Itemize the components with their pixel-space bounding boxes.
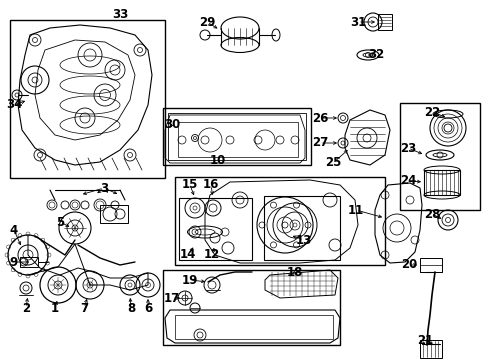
Text: 6: 6 — [143, 302, 152, 315]
Text: 12: 12 — [203, 248, 220, 261]
Text: 13: 13 — [295, 234, 311, 247]
Bar — [10, 20, 164, 178]
Text: 21: 21 — [416, 333, 432, 346]
Text: 25: 25 — [324, 157, 341, 170]
Text: 22: 22 — [423, 105, 439, 118]
Text: 26: 26 — [311, 112, 327, 125]
Text: 10: 10 — [209, 154, 225, 167]
Text: 28: 28 — [423, 207, 439, 220]
Bar — [419, 258, 441, 272]
Text: 11: 11 — [347, 203, 364, 216]
Text: 29: 29 — [199, 15, 215, 28]
Text: 20: 20 — [400, 258, 416, 271]
Text: 19: 19 — [182, 274, 198, 287]
Bar — [175, 315, 332, 339]
Bar — [179, 198, 251, 260]
Bar — [175, 177, 384, 265]
Bar — [399, 103, 479, 210]
Text: 9: 9 — [10, 256, 18, 269]
Text: 27: 27 — [311, 136, 327, 149]
Text: 30: 30 — [163, 117, 180, 130]
Text: 3: 3 — [100, 181, 108, 194]
Bar — [178, 122, 297, 157]
Bar — [264, 196, 339, 260]
Text: 8: 8 — [126, 302, 135, 315]
Text: 5: 5 — [56, 216, 64, 229]
Text: 24: 24 — [399, 175, 415, 188]
Text: 14: 14 — [180, 248, 196, 261]
Text: 31: 31 — [349, 15, 366, 28]
Text: 17: 17 — [163, 292, 180, 305]
Bar — [168, 113, 305, 160]
Text: 16: 16 — [203, 179, 219, 192]
Text: 4: 4 — [10, 224, 18, 237]
Text: 18: 18 — [286, 266, 303, 279]
Text: 34: 34 — [6, 99, 22, 112]
Bar — [419, 340, 441, 358]
Text: 1: 1 — [51, 302, 59, 315]
Bar — [20, 257, 38, 267]
Text: 15: 15 — [182, 179, 198, 192]
Text: 7: 7 — [80, 302, 88, 315]
Bar — [423, 170, 459, 195]
Bar — [100, 205, 128, 223]
Text: 23: 23 — [399, 141, 415, 154]
Text: 2: 2 — [22, 302, 30, 315]
Bar — [163, 270, 339, 345]
Bar — [377, 14, 391, 30]
Text: 32: 32 — [367, 49, 384, 62]
Text: 33: 33 — [112, 8, 128, 21]
Bar — [163, 108, 310, 165]
